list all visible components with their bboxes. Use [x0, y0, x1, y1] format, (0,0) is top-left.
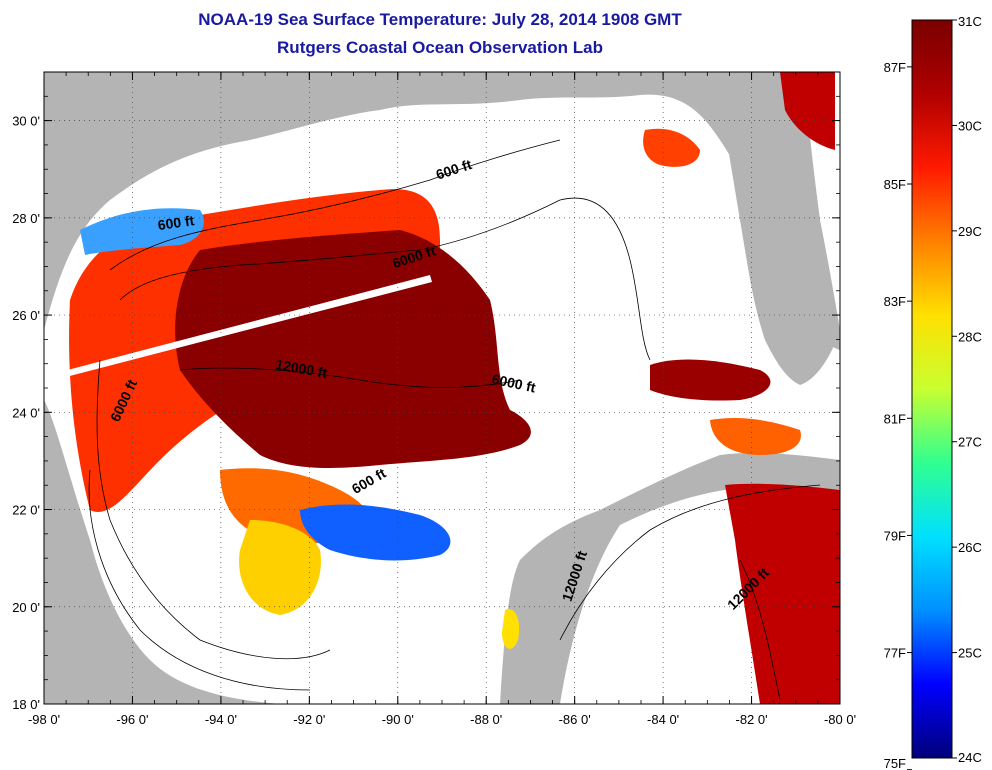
colorbar-label-c: 27C — [958, 435, 982, 450]
colorbar-label-f: 75F — [884, 756, 906, 770]
lon-tick-label: -92 0' — [293, 712, 325, 727]
florida-land — [720, 72, 840, 385]
colorbar-label-c: 29C — [958, 224, 982, 239]
colorbar-label-c: 24C — [958, 750, 982, 765]
lat-tick-label: 26 0' — [12, 308, 40, 323]
colorbar-label-f: 87F — [884, 60, 906, 75]
colorbar-label-f: 79F — [884, 528, 906, 543]
colorbar-labels: 31C 30C 29C 28C 27C 26C 25C 24C 87F 85F 83F 81F 79F 7… — [884, 14, 982, 770]
lon-tick-label: -84 0' — [647, 712, 679, 727]
map-title: NOAA-19 Sea Surface Temperature: July 28… — [198, 10, 682, 29]
contour-lines — [88, 139, 821, 701]
colorbar-label-c: 25C — [958, 646, 982, 661]
colorbar-bar — [911, 19, 953, 759]
lat-tick-label: 28 0' — [12, 211, 40, 226]
colorbar-label-c: 30C — [958, 118, 982, 133]
lon-tick-label: -82 0' — [735, 712, 767, 727]
map-subtitle: Rutgers Coastal Ocean Observation Lab — [277, 38, 603, 57]
lon-tick-label: -90 0' — [382, 712, 414, 727]
lat-tick-label: 30 0' — [12, 114, 40, 129]
lat-tick-label: 22 0' — [12, 503, 40, 518]
lat-tick-label: 24 0' — [12, 405, 40, 420]
colorbar-label-c: 31C — [958, 14, 982, 29]
lon-tick-label: -86 0' — [559, 712, 591, 727]
colorbar-label-f: 83F — [884, 294, 906, 309]
sst-field — [60, 72, 840, 704]
lon-tick-label: -88 0' — [470, 712, 502, 727]
colorbar-label-f: 77F — [884, 646, 906, 661]
lon-tick-label: -98 0' — [28, 712, 60, 727]
cuba-land — [600, 455, 840, 525]
lat-tick-label: 20 0' — [12, 600, 40, 615]
lon-tick-label: -80 0' — [824, 712, 856, 727]
colorbar-label-f: 85F — [884, 177, 906, 192]
colorbar-label-f: 81F — [884, 411, 906, 426]
gridlines — [44, 72, 840, 704]
axis-ticks: -98 0' -96 0' -94 0' -92 0' -90 0' -88 0' -86 … — [12, 71, 856, 727]
colorbar-label-c: 28C — [958, 329, 982, 344]
colorbar-label-c: 26C — [958, 540, 982, 555]
lat-tick-label: 18 0' — [12, 697, 40, 712]
lon-tick-label: -94 0' — [205, 712, 237, 727]
colorbar: 31C 30C 29C 28C 27C 26C 25C 24C 87F 85F 83F 81F 79F 7… — [884, 14, 982, 770]
contour-label: 600 ft — [157, 212, 196, 233]
lon-tick-label: -96 0' — [116, 712, 148, 727]
